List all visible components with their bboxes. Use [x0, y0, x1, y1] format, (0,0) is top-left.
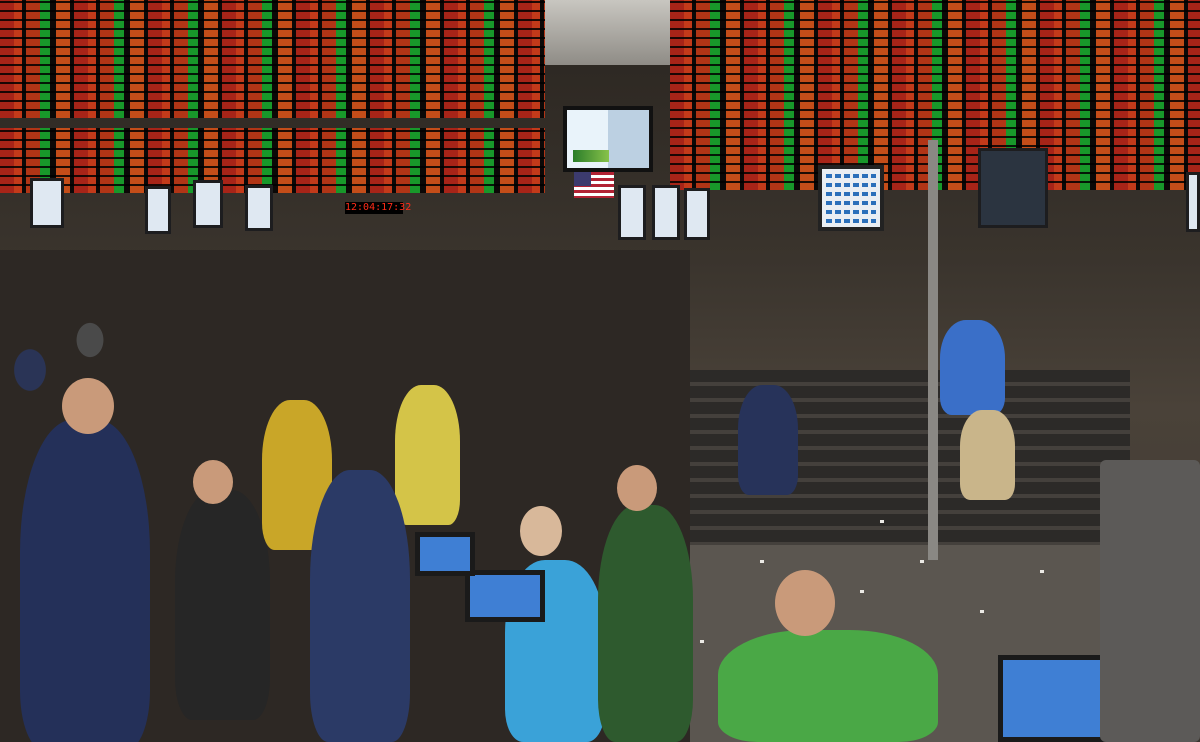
dark-monitor	[978, 148, 1048, 228]
quote-ticker-monitor	[818, 165, 884, 231]
quote-board-left-bottom	[0, 128, 545, 193]
trader-black-jacket	[175, 490, 270, 720]
booth-panel	[1100, 460, 1200, 742]
trader-blue-coat-on-steps	[940, 320, 1005, 415]
hanging-monitor	[245, 185, 273, 231]
hanging-monitor	[1186, 172, 1200, 232]
quote-board-right	[670, 0, 1200, 190]
trader-green-jacket	[598, 505, 693, 742]
support-pole	[928, 140, 938, 560]
trader-blue-jacket	[310, 470, 410, 742]
hanging-monitor	[618, 185, 646, 240]
desk-screen	[465, 570, 545, 622]
trader-green-shirt-seated	[718, 630, 938, 742]
hanging-monitor	[145, 186, 171, 234]
trader-navy-jacket	[20, 420, 150, 742]
hanging-monitor	[652, 185, 680, 240]
trader-walking	[738, 385, 798, 495]
hanging-monitor	[30, 178, 64, 228]
trader-yellow-vest	[395, 385, 460, 525]
quote-board-left-top	[0, 0, 545, 118]
clock-display: 12:04:17:32	[345, 202, 412, 214]
hanging-monitor	[684, 188, 710, 240]
desk-screen	[415, 532, 475, 576]
us-flag	[574, 172, 614, 198]
hanging-monitor	[193, 180, 223, 228]
news-tv-screen	[563, 106, 653, 172]
